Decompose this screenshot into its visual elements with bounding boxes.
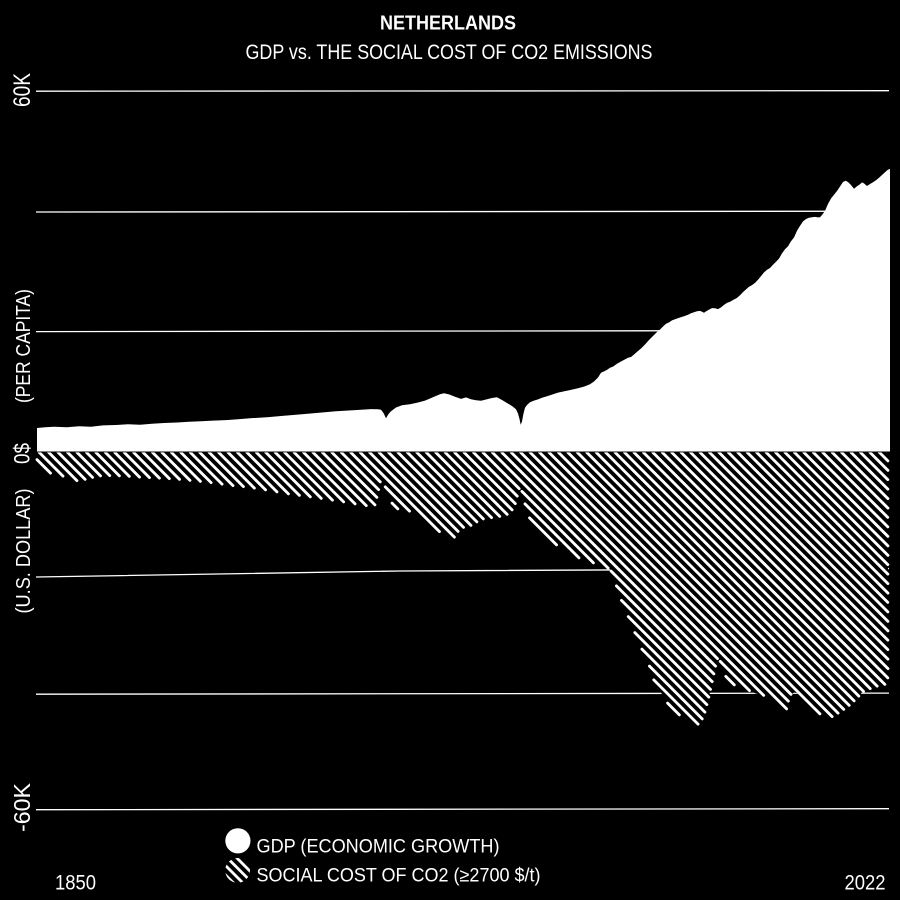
svg-text:60K: 60K [9, 73, 36, 107]
svg-text:GDP vs. THE SOCIAL COST OF CO2: GDP vs. THE SOCIAL COST OF CO2 EMISSIONS [246, 41, 653, 64]
svg-text:2022: 2022 [845, 872, 886, 895]
svg-text:GDP (ECONOMIC GROWTH): GDP (ECONOMIC GROWTH) [257, 837, 500, 858]
svg-text:0$: 0$ [10, 443, 35, 464]
svg-text:NETHERLANDS: NETHERLANDS [380, 13, 516, 35]
svg-text:-60K: -60K [9, 782, 35, 832]
svg-text:1850: 1850 [55, 872, 96, 895]
svg-text:SOCIAL COST OF CO2 (≥2700 $/t): SOCIAL COST OF CO2 (≥2700 $/t) [257, 866, 541, 887]
svg-text:(PER CAPITA): (PER CAPITA) [13, 289, 35, 403]
svg-text:(U.S. DOLLAR): (U.S. DOLLAR) [13, 489, 35, 614]
